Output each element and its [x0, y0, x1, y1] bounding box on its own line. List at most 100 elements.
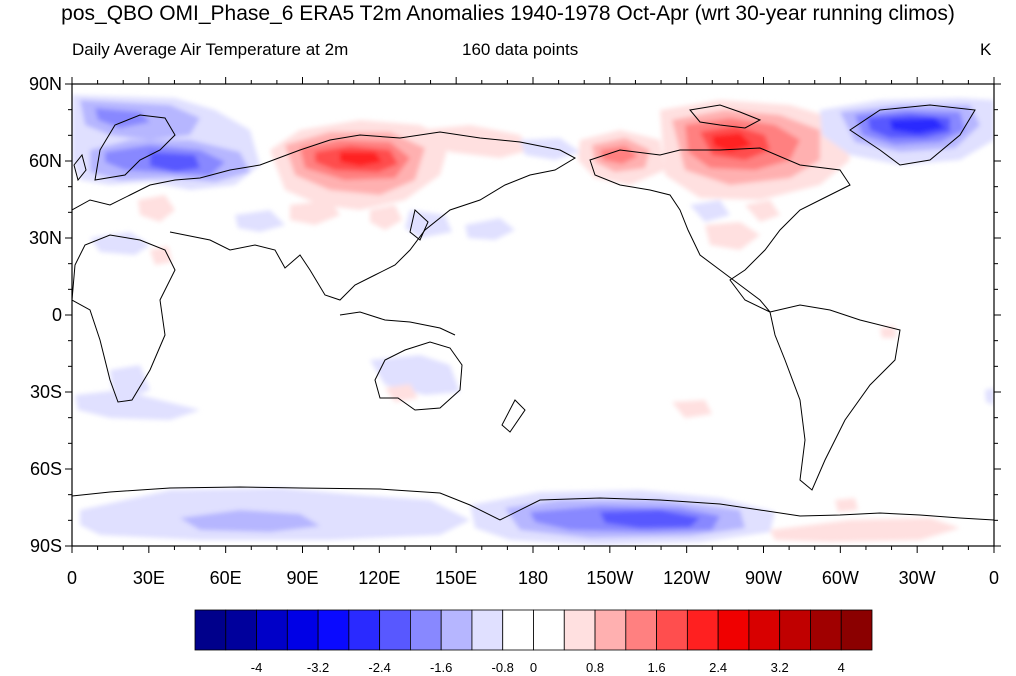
warm-anomaly-alaska-peak	[600, 146, 638, 164]
cold-anomaly-south-atlantic	[75, 390, 200, 420]
lat-tick-label: 90S	[30, 536, 62, 556]
colorbar-swatch	[717, 609, 750, 651]
coastline-japan	[409, 209, 429, 241]
colorbar-swatch	[194, 609, 227, 651]
coastline-greenland	[849, 104, 976, 166]
colorbar-swatch	[471, 609, 504, 651]
warm-anomaly-siberia-max	[340, 152, 382, 166]
cold-anomaly-antarctica-inner	[180, 510, 320, 532]
colorbar-label: 1.6	[648, 660, 666, 675]
cold-anomaly-southern-africa	[110, 365, 150, 400]
lon-tick-label: 90W	[745, 568, 782, 588]
colorbar-swatch	[779, 609, 811, 651]
warm-anomaly-africa-north	[150, 246, 172, 265]
warm-anomaly-south-america	[880, 326, 896, 338]
colorbar-label: 4	[838, 660, 845, 675]
lat-tick-label: 90N	[29, 74, 62, 94]
colorbar-swatch	[410, 609, 442, 651]
colorbar-swatch	[317, 609, 350, 651]
cold-anomaly-bering	[520, 138, 580, 160]
lat-tick-label: 30N	[29, 228, 62, 248]
coastlines	[72, 104, 994, 521]
lon-tick-label: 30E	[133, 568, 165, 588]
coastline-uk	[73, 153, 87, 182]
cold-anomaly-arabia	[90, 232, 150, 255]
cold-anomaly-north-pacific	[465, 218, 515, 240]
colorbar-swatch	[379, 609, 411, 651]
colorbar-swatch	[256, 609, 288, 651]
warm-anomaly-antarctic-peninsula	[835, 498, 858, 512]
colorbar: -4 -3.2 -2.4 -1.6 -0.8 0 0.8 1.6 2.4 3.2 4	[194, 609, 873, 675]
lon-tick-label: 60W	[822, 568, 859, 588]
colorbar-swatch	[286, 609, 319, 651]
warm-anomaly-central-us	[705, 222, 760, 250]
lon-tick-label: 30W	[899, 568, 936, 588]
cold-anomaly-western-russia-peak	[150, 152, 200, 172]
colorbar-swatch	[348, 609, 381, 651]
warm-anomaly-weddell	[770, 518, 960, 542]
warm-anomaly-china	[370, 205, 402, 230]
anomaly-contours	[72, 95, 994, 545]
colorbar-swatch	[502, 609, 534, 651]
plot-title: pos_QBO OMI_Phase_6 ERA5 T2m Anomalies 1…	[61, 2, 955, 25]
lon-tick-label: 0	[989, 568, 999, 588]
lon-tick-label: 90E	[286, 568, 318, 588]
lon-tick-label: 180	[518, 568, 548, 588]
colorbar-swatch	[533, 609, 565, 651]
warm-anomaly-mediterranean	[138, 195, 175, 222]
units-label: K	[980, 40, 992, 59]
colorbar-label: 0.8	[586, 660, 604, 675]
colorbar-swatch	[656, 609, 688, 651]
cold-anomaly-baltic	[95, 108, 150, 128]
lat-tick-label: 60N	[29, 151, 62, 171]
colorbar-label: -4	[251, 660, 263, 675]
colorbar-swatch	[563, 609, 596, 651]
colorbar-label: -2.4	[368, 660, 390, 675]
coastline-arctic-islands	[689, 104, 762, 129]
lon-tick-label: 120W	[663, 568, 710, 588]
lon-tick-label: 60E	[210, 568, 242, 588]
coastline-australia	[374, 341, 463, 411]
coastline-north-america	[589, 147, 851, 313]
colorbar-label: -1.6	[430, 660, 452, 675]
coastline-south-america	[769, 304, 901, 491]
colorbar-swatch	[840, 609, 873, 651]
cold-anomaly-western-us	[690, 200, 730, 222]
cold-anomaly-east-asia	[405, 210, 452, 238]
lat-tick-label: 0	[52, 305, 62, 325]
colorbar-swatch	[748, 609, 781, 651]
cold-anomaly-central-asia	[235, 210, 285, 232]
lat-tick-label: 30S	[30, 382, 62, 402]
colorbar-swatch	[625, 609, 657, 651]
lon-tick-label: 0	[67, 568, 77, 588]
colorbar-label: 2.4	[709, 660, 727, 675]
cold-anomaly-southern-ocean-east	[985, 388, 994, 405]
data-count-label: 160 data points	[462, 40, 579, 59]
colorbar-label: -3.2	[307, 660, 329, 675]
coastline-antarctica	[72, 486, 994, 521]
colorbar-swatch	[810, 609, 842, 651]
lon-tick-label: 120E	[358, 568, 400, 588]
colorbar-label: 0	[530, 660, 537, 675]
colorbar-swatch	[686, 609, 719, 651]
lon-tick-label: 150W	[586, 568, 633, 588]
lat-tick-label: 60S	[30, 459, 62, 479]
warm-anomaly-canada-max	[712, 133, 752, 152]
coastline-new-zealand	[501, 399, 526, 433]
warm-anomaly-south-pacific	[672, 400, 712, 418]
colorbar-label: -0.8	[492, 660, 514, 675]
cold-anomaly-australia	[370, 355, 460, 395]
cold-anomaly-ross-sea-peak	[600, 510, 700, 528]
variable-label: Daily Average Air Temperature at 2m	[72, 40, 349, 59]
cold-anomaly-greenland-max	[890, 118, 945, 134]
warm-anomaly-eastern-us	[745, 200, 780, 222]
coastline-scandinavia	[94, 114, 176, 181]
warm-anomaly-central-asia	[290, 200, 340, 225]
coastline-africa	[72, 234, 176, 403]
colorbar-swatch	[225, 609, 257, 651]
coastline-indonesia	[339, 311, 456, 336]
colorbar-swatch	[594, 609, 627, 651]
coastline-europe-asia	[72, 131, 577, 301]
